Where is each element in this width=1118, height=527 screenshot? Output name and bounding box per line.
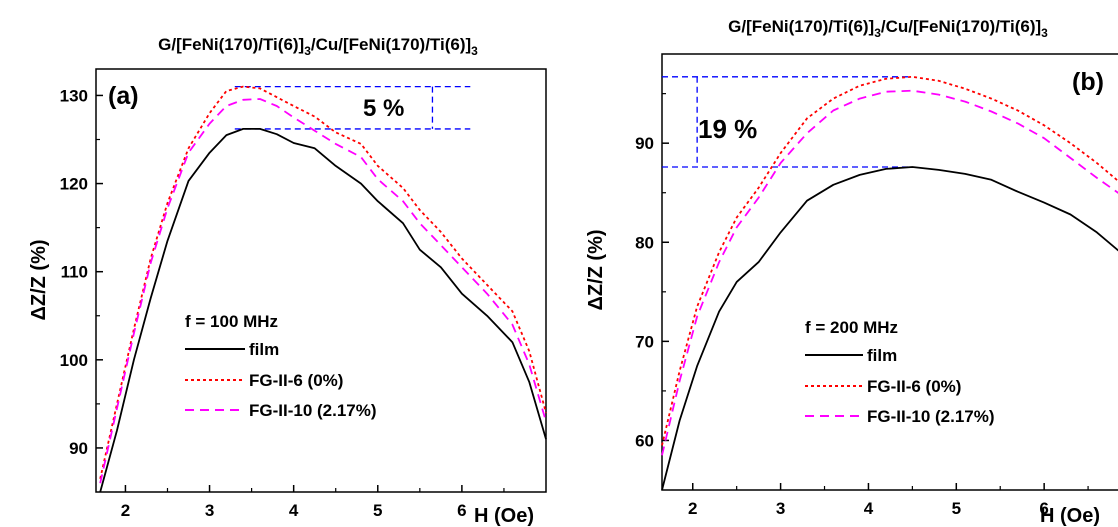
- panel-b-title: G/[FeNi(170)/Ti(6)]3/Cu/[FeNi(170)/Ti(6)…: [728, 17, 1048, 40]
- panel-b-xlabel: H (Oe): [1040, 505, 1100, 527]
- panel-b-xtick-label: 6: [1039, 499, 1048, 518]
- panel-a-xlabel: H (Oe): [474, 505, 534, 527]
- panel-b-ytick-label: 80: [635, 233, 654, 252]
- legend-b-fg10-label: FG-II-10 (2.17%): [867, 407, 995, 426]
- panel-a-xtick-label: 2: [121, 501, 130, 520]
- panel-b-series: [661, 75, 1118, 491]
- panel-a-xtick-label: 4: [289, 501, 299, 520]
- panel-b-annotation-box: [662, 76, 908, 168]
- panel-a-series-fg10: [99, 98, 547, 484]
- panel-b-ticks: 2 3 4 5 6 60 70 80 90: [635, 93, 1089, 518]
- panel-b: G/[FeNi(170)/Ti(6)]3/Cu/[FeNi(170)/Ti(6)…: [585, 17, 1118, 527]
- panel-b-annotation-text: 19 %: [698, 114, 757, 144]
- panel-a-ytick-label: 130: [60, 86, 88, 105]
- panel-b-series-fg10: [661, 89, 1118, 456]
- panel-a-ticks: 2 3 4 5 6 90 100 110 120 130: [60, 86, 505, 520]
- panel-a-annotation-text: 5 %: [363, 95, 404, 122]
- panel-a-plot-frame: [95, 68, 547, 493]
- panel-a-series: [99, 85, 547, 493]
- panel-b-ytick-label: 60: [635, 431, 654, 450]
- panel-b-xtick-label: 3: [776, 499, 785, 518]
- panel-a-ytick-label: 100: [60, 351, 88, 370]
- panel-b-legend: f = 200 MHz film FG-II-6 (0%) FG-II-10 (…: [805, 318, 995, 426]
- panel-a-ylabel: ΔZ/Z (%): [28, 239, 50, 320]
- panel-a-series-fg6: [99, 85, 547, 479]
- legend-b-fg6-label: FG-II-6 (0%): [867, 377, 961, 396]
- panel-b-series-film: [661, 166, 1118, 491]
- panel-b-xtick-label: 5: [952, 499, 961, 518]
- panel-b-ytick-label: 90: [635, 134, 654, 153]
- panel-b-series-fg6: [661, 75, 1118, 446]
- panel-b-legend-title: f = 200 MHz: [805, 318, 898, 337]
- legend-a-film-label: film: [249, 340, 279, 359]
- panel-a-ytick-label: 90: [69, 439, 88, 458]
- panel-b-xtick-label: 2: [688, 499, 697, 518]
- legend-b-film-label: film: [867, 346, 897, 365]
- panel-b-ylabel: ΔZ/Z (%): [585, 229, 607, 310]
- panel-b-ytick-label: 70: [635, 332, 654, 351]
- panel-a-legend: f = 100 MHz film FG-II-6 (0%) FG-II-10 (…: [185, 312, 377, 420]
- panel-b-xtick-label: 4: [864, 499, 874, 518]
- panel-a: G/[FeNi(170)/Ti(6)]3/Cu/[FeNi(170)/Ti(6)…: [28, 35, 547, 527]
- panel-a-ytick-label: 120: [60, 175, 88, 194]
- panel-a-legend-title: f = 100 MHz: [185, 312, 278, 331]
- panel-a-ytick-label: 110: [61, 263, 88, 282]
- legend-a-fg6-label: FG-II-6 (0%): [249, 371, 343, 390]
- panel-a-title: G/[FeNi(170)/Ti(6)]3/Cu/[FeNi(170)/Ti(6)…: [158, 35, 478, 58]
- legend-a-fg10-label: FG-II-10 (2.17%): [249, 401, 377, 420]
- panel-a-xtick-label: 6: [457, 501, 466, 520]
- panel-a-xtick-label: 5: [373, 501, 382, 520]
- panel-a-annotation-box: [234, 85, 471, 130]
- panel-b-label: (b): [1072, 68, 1104, 96]
- panel-b-plot-frame: [661, 53, 1118, 491]
- panel-a-label: (a): [108, 82, 139, 110]
- panel-a-series-film: [99, 127, 547, 493]
- panel-a-xtick-label: 3: [205, 501, 214, 520]
